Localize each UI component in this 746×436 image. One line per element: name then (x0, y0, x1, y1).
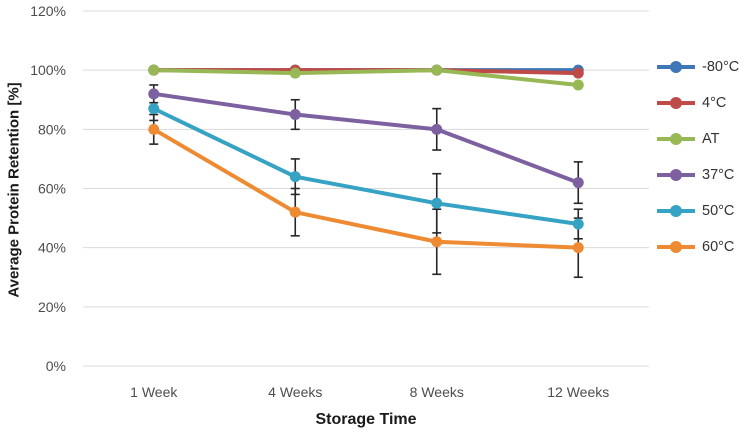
data-point (431, 64, 443, 76)
y-tick-label: 40% (38, 240, 66, 256)
legend-label-60-c: 60°C (702, 239, 735, 255)
legend-marker-50-c (657, 205, 695, 217)
legend-marker-37-c (657, 169, 695, 181)
data-point (148, 123, 160, 135)
data-point (289, 206, 301, 218)
legend-dot (670, 169, 682, 181)
data-point (431, 236, 443, 248)
legend-label-80-c: -80°C (702, 59, 740, 75)
legend-dot (670, 133, 682, 145)
legend-label-50-c: 50°C (702, 203, 735, 219)
data-point (289, 171, 301, 183)
y-tick-label: 60% (38, 181, 66, 197)
data-point (148, 88, 160, 100)
y-tick-label: 20% (38, 299, 66, 315)
data-point (572, 67, 584, 79)
series-line (151, 91, 581, 185)
y-axis-title: Average Protein Retention [%] (5, 82, 23, 298)
legend-dot (670, 205, 682, 217)
data-point (431, 123, 443, 135)
series-line (151, 106, 581, 226)
x-tick-label: 1 Week (130, 384, 178, 400)
x-tick-label: 12 Weeks (547, 384, 609, 400)
legend-marker-60-c (657, 241, 695, 253)
legend: -80°C 4°C AT 37°C 50°C 60°C (656, 59, 739, 255)
legend-label-4-c: 4°C (702, 95, 727, 111)
data-point (572, 218, 584, 230)
legend-marker-at (657, 133, 695, 145)
data-point (148, 103, 160, 115)
data-point (572, 79, 584, 91)
legend-item-37-c: 37°C (656, 167, 739, 183)
legend-label-37-c: 37°C (702, 167, 735, 183)
legend-item-80-c: -80°C (656, 59, 739, 75)
y-tick-label: 120% (30, 3, 66, 19)
x-axis-title: Storage Time (315, 411, 417, 428)
legend-item-4-c: 4°C (656, 95, 739, 111)
y-tick-label: 100% (30, 62, 66, 78)
data-point (289, 109, 301, 121)
legend-marker-4-c (657, 97, 695, 109)
legend-label-at: AT (702, 131, 720, 147)
data-point (431, 197, 443, 209)
legend-dot (670, 61, 682, 73)
series-line (151, 68, 581, 87)
data-point (289, 67, 301, 79)
y-tick-label: 0% (46, 358, 66, 374)
legend-dot (670, 241, 682, 253)
data-point (572, 242, 584, 254)
x-tick-label: 4 Weeks (268, 384, 322, 400)
legend-item-at: AT (656, 131, 739, 147)
legend-item-50-c: 50°C (656, 203, 739, 219)
data-point (148, 64, 160, 76)
series-line (151, 127, 581, 250)
x-tick-label: 8 Weeks (410, 384, 464, 400)
legend-dot (670, 97, 682, 109)
legend-item-60-c: 60°C (656, 239, 739, 255)
y-tick-label: 80% (38, 121, 66, 137)
legend-marker-80-c (657, 61, 695, 73)
data-point (572, 177, 584, 189)
